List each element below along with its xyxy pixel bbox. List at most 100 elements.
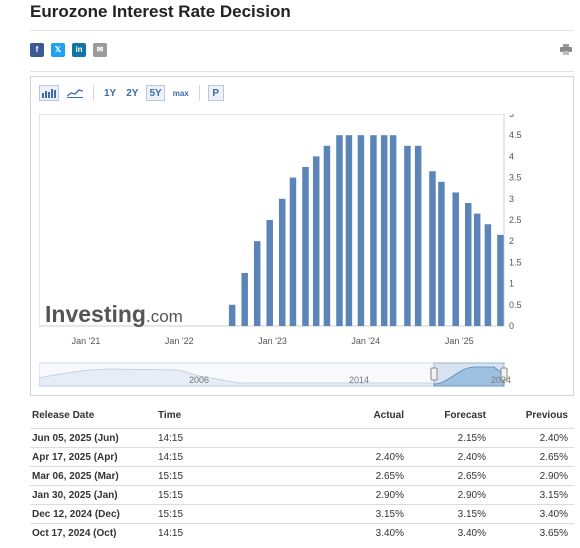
chart-bar	[357, 135, 365, 326]
chart-bar	[289, 177, 297, 326]
release-date-cell: Apr 17, 2025 (Apr)	[32, 452, 118, 463]
time-cell: 14:15	[158, 528, 184, 539]
chart-bar	[438, 181, 445, 326]
chart-bar	[414, 145, 422, 326]
y-tick-label: 0	[509, 321, 514, 331]
chart-bar	[452, 192, 459, 326]
range-1y-button[interactable]: 1Y	[104, 87, 117, 99]
release-date-cell: Mar 06, 2025 (Mar)	[32, 471, 119, 482]
time-cell: 15:15	[158, 471, 184, 482]
facebook-icon[interactable]: f	[30, 43, 44, 57]
toolbar-separator	[198, 85, 200, 101]
y-tick-label: 2	[509, 236, 514, 246]
chart-bar	[312, 156, 320, 326]
navigator-year-label: 2014	[349, 375, 369, 385]
divider	[30, 71, 574, 72]
table-row: Dec 12, 2024 (Dec) 15:15 3.15% 3.15% 3.40%	[30, 504, 574, 524]
release-date-cell: Jan 30, 2025 (Jan)	[32, 490, 118, 501]
forecast-cell: 3.15%	[457, 509, 486, 520]
time-cell: 15:15	[158, 509, 184, 520]
y-tick-label: 4.5	[509, 130, 522, 140]
x-tick-label: Jan '22	[165, 336, 194, 346]
line-chart-icon	[67, 89, 83, 98]
previous-cell: 3.15%	[539, 490, 568, 501]
y-tick-label: 2.5	[509, 215, 522, 225]
divider	[30, 30, 574, 31]
actual-cell: 3.15%	[375, 509, 404, 520]
forecast-cell: 3.40%	[457, 528, 486, 539]
bar-chart-icon	[42, 89, 56, 98]
linkedin-icon[interactable]: in	[72, 43, 86, 57]
x-tick-label: Jan '23	[258, 336, 287, 346]
twitter-icon[interactable]: 𝕏	[51, 43, 65, 57]
chart-bar	[278, 198, 286, 326]
chart-bar	[404, 145, 411, 326]
p-button[interactable]: P	[207, 85, 224, 101]
actual-cell: 2.40%	[375, 452, 404, 463]
actual-cell: 3.40%	[375, 528, 404, 539]
table-row: Apr 17, 2025 (Apr) 14:15 2.40% 2.40% 2.65%	[30, 447, 574, 467]
range-5y-button[interactable]: 5Y	[146, 85, 165, 101]
time-cell: 15:15	[158, 490, 184, 501]
toolbar-separator	[93, 85, 94, 101]
forecast-cell: 2.90%	[457, 490, 486, 501]
x-tick-label: Jan '21	[72, 336, 101, 346]
y-tick-label: 1	[509, 279, 514, 289]
y-tick-label: 3.5	[509, 173, 522, 183]
chart-bar	[484, 224, 492, 326]
actual-cell: 2.90%	[375, 490, 404, 501]
chart-bar	[323, 145, 331, 326]
release-date-cell: Oct 17, 2024 (Oct)	[32, 528, 117, 539]
chart-toolbar: 1Y 2Y 5Y max P	[39, 84, 230, 102]
range-2y-button[interactable]: 2Y	[126, 87, 139, 99]
col-header-previous: Previous	[525, 410, 568, 421]
time-cell: 14:15	[158, 433, 184, 444]
chart-bar	[370, 135, 377, 326]
previous-cell: 2.90%	[539, 471, 568, 482]
email-icon[interactable]: ✉	[93, 43, 107, 57]
chart-bar	[345, 135, 353, 326]
bar-chart-button[interactable]	[39, 85, 59, 101]
chart-bar	[380, 135, 388, 326]
chart-panel: 1Y 2Y 5Y max P 0 0.5 1 1.5 2 2.5 3 3.5 4 4.5 5 Jan …	[30, 76, 574, 396]
navigator-left-handle	[430, 367, 438, 381]
previous-cell: 3.65%	[539, 528, 568, 539]
chart-bar	[302, 167, 309, 326]
investing-watermark-suffix: .com	[146, 307, 183, 326]
chart-bar	[266, 220, 273, 326]
print-icon[interactable]	[560, 44, 572, 55]
y-tick-label: 0.5	[509, 300, 522, 310]
chart-bar	[497, 234, 504, 326]
chart-bar	[228, 304, 236, 326]
chart-bar	[253, 241, 261, 326]
navigator-year-label: 2006	[189, 375, 209, 385]
range-max-button[interactable]: max	[172, 88, 189, 98]
chart-bar	[241, 273, 248, 326]
col-header-date: Release Date	[32, 410, 95, 421]
actual-cell: 2.65%	[375, 471, 404, 482]
y-tick-label: 1.5	[509, 257, 522, 267]
line-chart-button[interactable]	[65, 85, 85, 101]
forecast-cell: 2.15%	[457, 433, 486, 444]
navigator-year-label: 2024	[491, 375, 511, 385]
chart-bar	[464, 203, 472, 326]
rate-chart: 0 0.5 1 1.5 2 2.5 3 3.5 4 4.5 5 Jan '21 Jan '22 Jan '…	[39, 114, 522, 387]
col-header-forecast: Forecast	[444, 410, 486, 421]
chart-bar	[389, 135, 397, 326]
table-row: Oct 17, 2024 (Oct) 14:15 3.40% 3.40% 3.65%	[30, 523, 574, 543]
col-header-time: Time	[158, 410, 182, 421]
previous-cell: 2.65%	[539, 452, 568, 463]
navigator-right-handle	[500, 367, 508, 381]
previous-cell: 2.40%	[539, 433, 568, 444]
time-cell: 14:15	[158, 452, 184, 463]
release-date-cell: Dec 12, 2024 (Dec)	[32, 509, 120, 520]
y-tick-label: 4	[509, 151, 514, 161]
col-header-actual: Actual	[373, 410, 404, 421]
page-title: Eurozone Interest Rate Decision	[30, 2, 291, 21]
forecast-cell: 2.40%	[457, 452, 486, 463]
table-row: Mar 06, 2025 (Mar) 15:15 2.65% 2.65% 2.90%	[30, 466, 574, 486]
table-row: Jun 05, 2025 (Jun) 14:15 2.15% 2.40%	[30, 428, 574, 448]
forecast-cell: 2.65%	[457, 471, 486, 482]
chart-bar	[336, 135, 343, 326]
x-tick-label: Jan '25	[445, 336, 474, 346]
